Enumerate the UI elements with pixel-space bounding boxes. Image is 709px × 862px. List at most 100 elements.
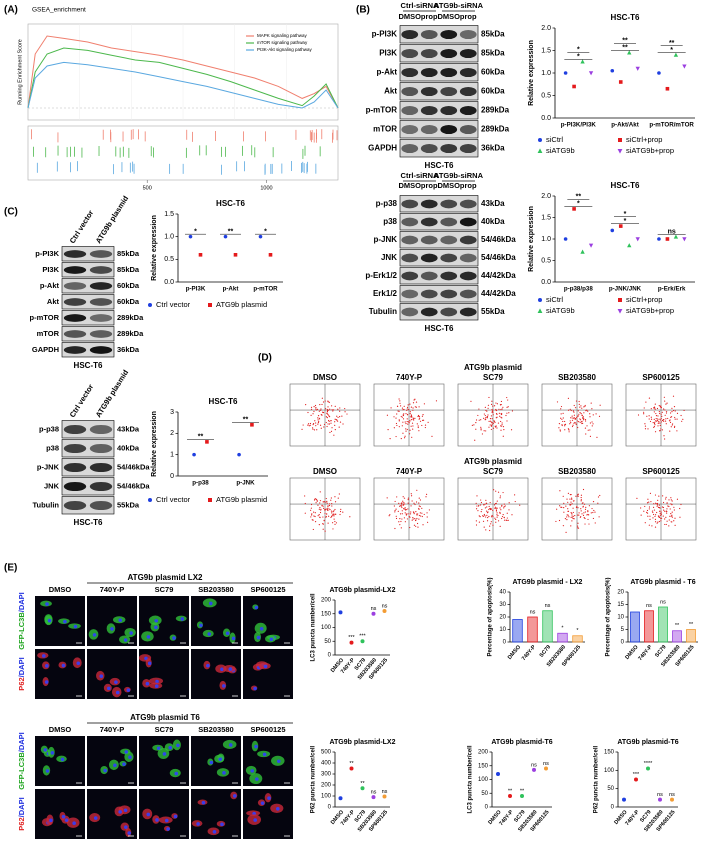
flow-event <box>560 413 562 415</box>
blot-band <box>440 199 458 209</box>
flow-event <box>473 424 475 426</box>
data-point <box>618 224 623 228</box>
flow-event <box>654 514 657 516</box>
flow-event <box>301 428 303 430</box>
flow-event <box>571 516 573 518</box>
flow-event <box>495 509 498 511</box>
y-tick-label: 5 <box>621 627 625 633</box>
flow-event <box>559 490 561 492</box>
size-label: 60kDa <box>117 281 140 290</box>
cell-line-label: HSC-T6 <box>74 518 103 527</box>
blot-band <box>459 253 477 263</box>
y-tick-label: 0.5 <box>541 257 551 264</box>
chart-title: ATG9b plasmid-LX2 <box>330 587 396 594</box>
data-point <box>371 611 376 616</box>
flow-event <box>326 502 328 504</box>
legend-label: Ctrl vector <box>156 300 191 309</box>
legend-label: siCtrl+prop <box>626 135 662 144</box>
protein-label: Tubulin <box>32 500 59 509</box>
flow-event <box>663 435 665 437</box>
data-point <box>635 66 640 71</box>
flow-event <box>497 422 500 424</box>
flow-event <box>419 512 421 514</box>
flow-event <box>313 511 315 513</box>
blot-band <box>401 143 419 154</box>
flow-event <box>661 411 663 413</box>
flow-event <box>644 505 646 508</box>
flow-event <box>662 419 665 421</box>
nucleus <box>276 759 281 764</box>
flow-event <box>334 418 336 420</box>
flow-event <box>321 403 323 406</box>
data-point <box>192 452 196 457</box>
flow-event <box>415 406 417 408</box>
nucleus <box>47 618 52 623</box>
flow-event <box>597 502 599 504</box>
flow-event <box>661 429 663 431</box>
flow-event <box>418 505 420 507</box>
flow-event <box>484 406 486 408</box>
flow-event <box>339 410 341 412</box>
flow-event <box>324 509 326 511</box>
significance-label: ** <box>669 40 675 47</box>
flow-event <box>659 422 661 424</box>
flow-event <box>584 523 586 525</box>
flow-event <box>503 507 505 509</box>
data-point <box>634 777 638 782</box>
data-point <box>360 639 365 644</box>
flow-event <box>325 516 327 518</box>
flow-event <box>426 516 428 518</box>
flow-event <box>660 520 662 522</box>
flow-event <box>664 523 666 526</box>
flow-event <box>640 514 642 516</box>
row-title: ATG9b plasmid <box>464 363 522 372</box>
data-point <box>622 797 626 802</box>
flow-event <box>670 416 673 418</box>
flow-event <box>418 502 420 504</box>
data-point <box>618 298 622 302</box>
protein-label: PI3K <box>42 265 59 274</box>
flow-event <box>658 405 660 407</box>
flow-event <box>331 505 333 507</box>
flow-event <box>664 409 666 411</box>
nucleus <box>63 619 67 624</box>
flow-event <box>567 510 570 512</box>
protein-label: Akt <box>384 87 397 96</box>
flow-event <box>504 505 506 507</box>
flow-event <box>331 405 333 407</box>
flow-event <box>325 497 327 500</box>
flow-event <box>396 496 398 498</box>
flow-event <box>310 507 312 509</box>
blot-band <box>459 143 477 154</box>
lane-label: DMSO <box>438 12 461 21</box>
flow-event <box>421 512 423 514</box>
data-point <box>268 253 273 257</box>
flow-event <box>665 510 667 512</box>
flow-event <box>314 420 316 422</box>
flow-event <box>334 405 336 407</box>
blot-band <box>63 346 87 354</box>
flow-event <box>408 422 410 424</box>
y-tick-label: 1.5 <box>541 214 551 221</box>
condition-label: 740Y-P <box>396 373 423 382</box>
flow-event <box>670 515 672 517</box>
flow-event <box>656 505 658 507</box>
significance-label: ** <box>508 788 513 794</box>
flow-event <box>578 514 580 516</box>
flow-event <box>496 516 498 518</box>
flow-event <box>495 521 497 523</box>
flow-event <box>582 422 584 425</box>
flow-event <box>654 515 656 518</box>
significance-label: *** <box>348 635 355 641</box>
flow-event <box>665 423 667 425</box>
flow-event <box>336 415 338 417</box>
flow-event <box>410 419 413 421</box>
size-label: 43kDa <box>481 199 505 208</box>
data-point <box>618 138 622 142</box>
flow-event <box>417 425 419 427</box>
flow-event <box>483 526 485 528</box>
flow-event <box>565 505 567 507</box>
x-tick-label: p-JNK/JNK <box>609 286 642 293</box>
flow-event <box>654 494 657 496</box>
flow-event <box>648 415 650 417</box>
